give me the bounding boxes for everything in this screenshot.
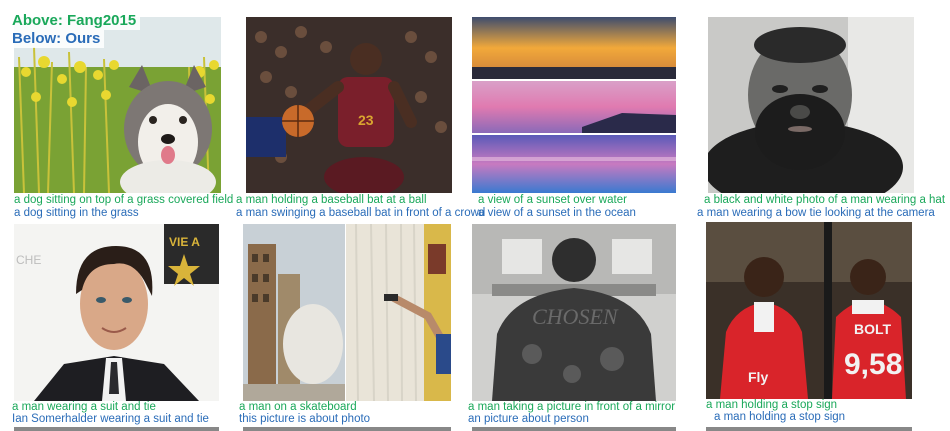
caption-fang: a man holding a baseball bat at a ball (236, 194, 427, 206)
svg-text:23: 23 (358, 112, 374, 128)
cropped-photo-edge (706, 427, 912, 431)
caption-ours: this picture is about photo (239, 413, 371, 425)
legend-below: Below: Ours (8, 30, 105, 48)
caption-fang: a view of a sunset over water (478, 194, 627, 206)
svg-text:BOLT: BOLT (854, 321, 892, 337)
svg-text:VIE A: VIE A (169, 235, 200, 249)
caption-ours: a man wearing a bow tie looking at the c… (697, 207, 935, 219)
legend-above: Above: Fang2015 (8, 12, 141, 30)
cropped-photo-edge (243, 427, 451, 431)
svg-text:9,58: 9,58 (844, 348, 902, 381)
photo-dog (14, 17, 221, 193)
photo-bearded-man (708, 17, 914, 193)
cropped-photo-edge (472, 427, 676, 431)
svg-text:Fly: Fly (748, 369, 768, 385)
caption-ours: a view of a sunset in the ocean (478, 207, 636, 219)
svg-text:CHE: CHE (16, 253, 41, 267)
caption-fang: a man holding a stop sign (706, 399, 838, 411)
caption-fang: a man wearing a suit and tie (12, 401, 156, 413)
photo-tattooed-back: CHOSEN (472, 224, 676, 401)
caption-ours: an picture about person (468, 413, 589, 425)
caption-ours: a man holding a stop sign (714, 411, 846, 423)
caption-fang: a dog sitting on top of a grass covered … (14, 194, 234, 206)
photo-sunset (472, 17, 676, 193)
photo-basketball: 23 (246, 17, 452, 193)
caption-ours: Ian Somerhalder wearing a suit and tie (12, 413, 209, 425)
caption-fang: a man on a skateboard (239, 401, 357, 413)
photo-man-in-suit: VIE A CHE (14, 224, 219, 401)
caption-ours: a dog sitting in the grass (14, 207, 139, 219)
legend: Above: Fang2015 Below: Ours (8, 12, 141, 48)
caption-fang: a man taking a picture in front of a mir… (468, 401, 676, 413)
photo-street-scene (243, 224, 345, 401)
svg-text:CHOSEN: CHOSEN (532, 304, 619, 329)
caption-fang: a black and white photo of a man wearing… (704, 194, 946, 206)
photo-soccer-player: Fly BOLT 9,58 (706, 222, 912, 399)
photo-curtain-gun (346, 224, 451, 401)
caption-ours: a man swinging a baseball bat in front o… (236, 207, 486, 219)
cropped-photo-edge (14, 427, 219, 431)
